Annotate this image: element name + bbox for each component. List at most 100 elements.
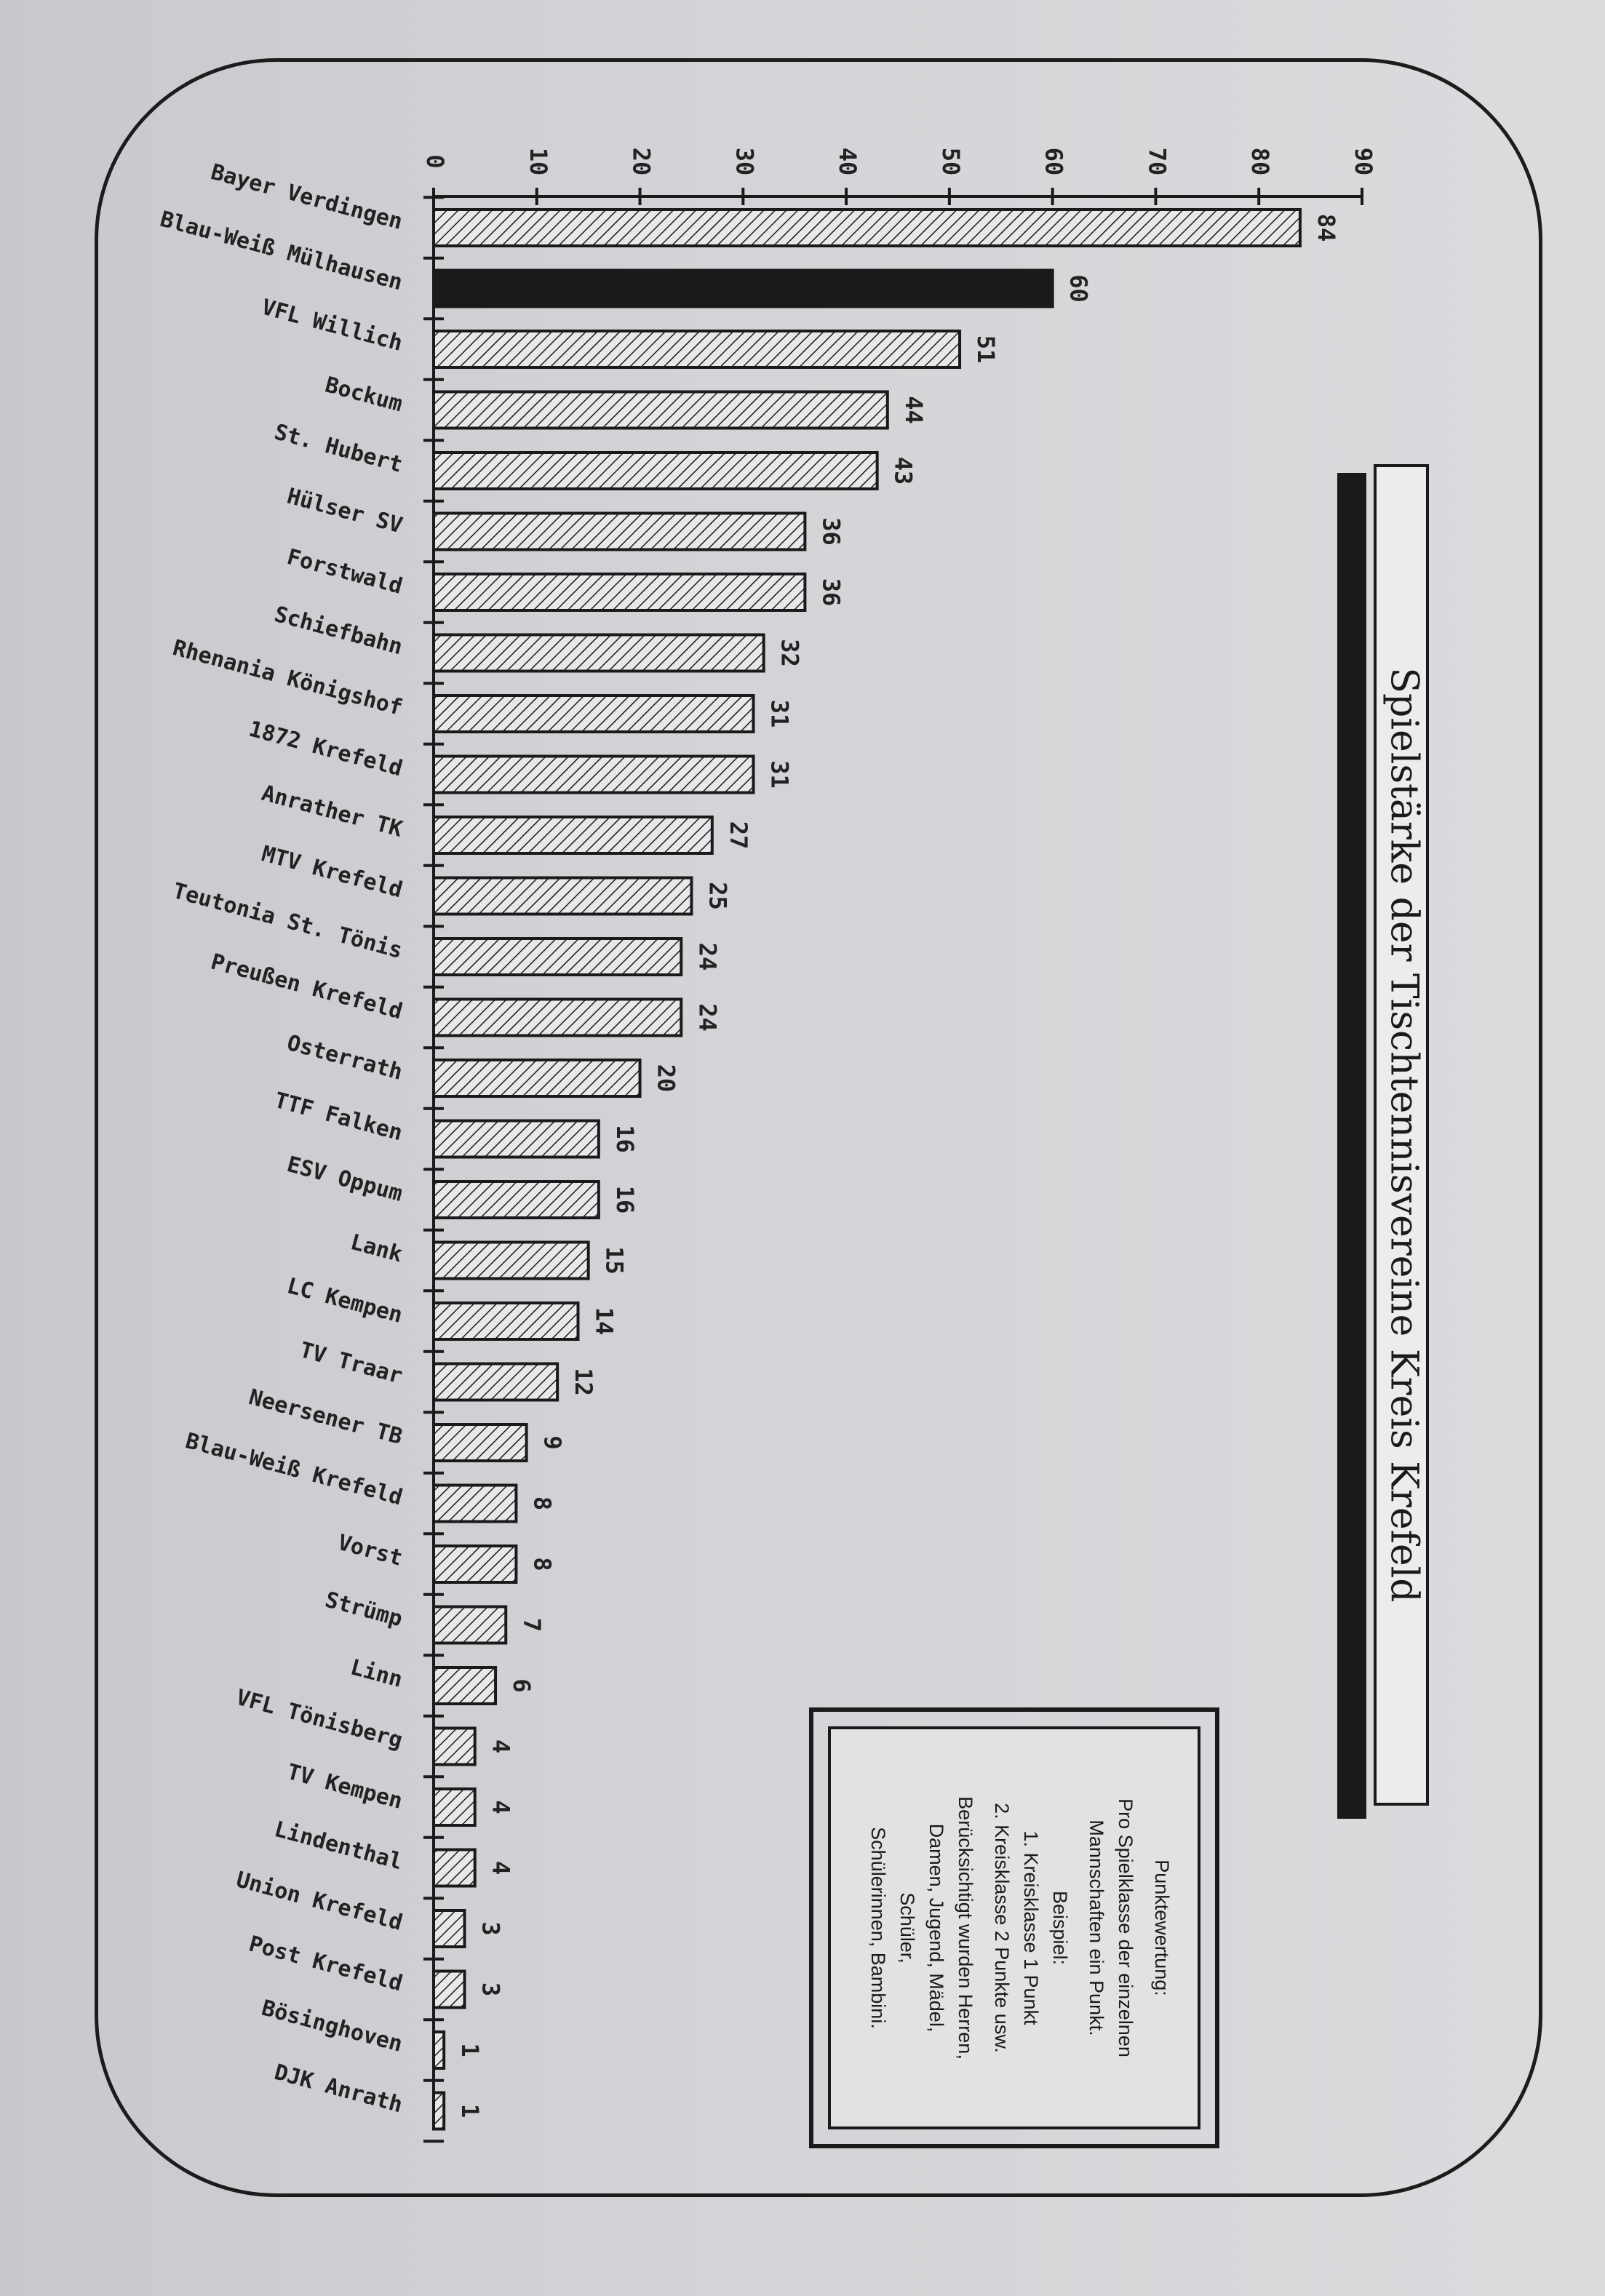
- legend-line: Berücksichtigt wurden Herren,: [955, 1796, 976, 2060]
- bar-value-label: 43: [890, 457, 917, 485]
- title-banner: Spielstärke der Tischtennisvereine Kreis…: [1337, 464, 1429, 1819]
- bar: [432, 1544, 518, 1584]
- bar: [432, 694, 755, 733]
- value-tick-label: 10: [525, 148, 552, 176]
- bar: [432, 1909, 466, 1948]
- category-label: Osterrath: [284, 1030, 405, 1085]
- bar: [432, 754, 755, 794]
- bar: [432, 1302, 580, 1341]
- category-label: Anrather TK: [259, 781, 405, 842]
- value-tick-label: 60: [1040, 148, 1068, 176]
- category-label: Lank: [348, 1229, 405, 1268]
- value-tick-label: 20: [628, 148, 656, 176]
- bar-value-label: 51: [972, 335, 1000, 364]
- legend-line: Schüler,: [896, 1892, 918, 1964]
- legend-line: Beispiel:: [1049, 1891, 1071, 1965]
- title-banner-box: [1374, 464, 1429, 1806]
- category-label: Vorst: [335, 1530, 405, 1571]
- bar-value-label: 9: [539, 1435, 567, 1449]
- bar: [432, 1423, 528, 1462]
- legend-box: Punktewertung: Pro Spielklasse der einzel…: [809, 1707, 1219, 2148]
- title-banner-shadow: [1337, 473, 1366, 1819]
- bar-value-label: 27: [725, 821, 752, 850]
- bar-value-label: 36: [817, 578, 845, 607]
- bar-value-label: 4: [487, 1861, 515, 1875]
- category-label: Preußen Krefeld: [208, 949, 405, 1025]
- rounded-page-frame: [95, 58, 1542, 2197]
- bar-value-label: 6: [508, 1678, 535, 1692]
- bar-value-label: 16: [611, 1186, 639, 1214]
- bar: [432, 1240, 590, 1280]
- category-label: Bayer Verdingen: [208, 159, 405, 235]
- legend-line: 1. Kreisklasse 1 Punkt: [1020, 1830, 1042, 2025]
- category-label: Schiefbahn: [271, 602, 405, 661]
- bar: [432, 997, 683, 1037]
- bar: [432, 1666, 498, 1705]
- category-label: TV Traar: [297, 1337, 405, 1389]
- bar: [432, 816, 714, 855]
- value-tick-label: 40: [834, 148, 861, 176]
- category-label: Hülser SV: [284, 484, 405, 539]
- bar-value-label: 12: [570, 1368, 597, 1396]
- bar: [432, 1969, 466, 2009]
- bar: [432, 2091, 446, 2131]
- category-label: Forstwald: [284, 544, 405, 599]
- bar: [432, 1059, 642, 1098]
- category-label: Union Krefeld: [234, 1867, 405, 1936]
- bar: [432, 1726, 477, 1766]
- legend-line: Pro Spielklasse der einzelnen: [1115, 1798, 1136, 2057]
- bar: [432, 2030, 446, 2070]
- category-label: MTV Krefeld: [259, 841, 405, 903]
- bar-value-label: 4: [487, 1800, 515, 1814]
- bar-value-label: 60: [1065, 274, 1093, 303]
- bar-value-label: 32: [776, 639, 804, 667]
- category-label: DJK Anrath: [271, 2060, 405, 2118]
- bar: [432, 937, 683, 976]
- bar-value-label: 36: [817, 517, 845, 546]
- legend-text: Punktewertung: Pro Spielklasse der einzel…: [867, 1796, 1173, 2060]
- bar-value-label: 1: [456, 2104, 484, 2118]
- bar-value-label: 25: [704, 882, 731, 910]
- bar-value-label: 3: [477, 1982, 505, 1996]
- category-label: Bockum: [322, 372, 405, 418]
- category-label: TV Kempen: [284, 1759, 405, 1814]
- bar-value-label: 31: [766, 760, 794, 789]
- legend-outer-border: [809, 1707, 1219, 2148]
- bar: [432, 511, 807, 551]
- bar-value-label: 3: [477, 1921, 505, 1935]
- bar-value-label: 7: [518, 1618, 546, 1632]
- bar: [432, 208, 1302, 247]
- bar: [432, 1119, 600, 1159]
- bar-value-label: 84: [1313, 214, 1340, 242]
- category-label: VFL Tönisberg: [234, 1685, 405, 1754]
- bar: [432, 451, 879, 490]
- legend-line: 2. Kreisklasse 2 Punkte usw.: [991, 1803, 1013, 2053]
- bar: [432, 1848, 477, 1888]
- bar: [432, 573, 807, 612]
- bar-value-label: 14: [590, 1307, 618, 1336]
- legend-line: Punktewertung:: [1151, 1859, 1173, 1996]
- bar-value-label: 20: [653, 1064, 680, 1093]
- bar: [432, 1787, 477, 1827]
- category-label: Neersener TB: [246, 1384, 405, 1450]
- bar-value-label: 24: [693, 1003, 721, 1032]
- value-tick-label: 90: [1350, 148, 1377, 176]
- value-tick-label: 70: [1143, 148, 1171, 176]
- bar-value-label: 31: [766, 700, 794, 728]
- bars: [432, 208, 1302, 2131]
- bar: [432, 633, 765, 673]
- bar: [432, 268, 1054, 308]
- bar: [432, 390, 889, 430]
- bar: [432, 1605, 508, 1645]
- bar-value-label: 15: [601, 1246, 629, 1275]
- value-tick-label: 50: [937, 148, 965, 176]
- bar: [432, 1362, 559, 1402]
- category-label: ESV Oppum: [284, 1152, 405, 1207]
- bar: [432, 1483, 518, 1523]
- category-label: St. Hubert: [271, 419, 405, 478]
- value-labels: 8460514443363632313127252424201616151412…: [456, 214, 1340, 2118]
- legend-line: Schülerinnen, Bambini.: [867, 1827, 889, 2029]
- bar-value-label: 44: [900, 396, 928, 424]
